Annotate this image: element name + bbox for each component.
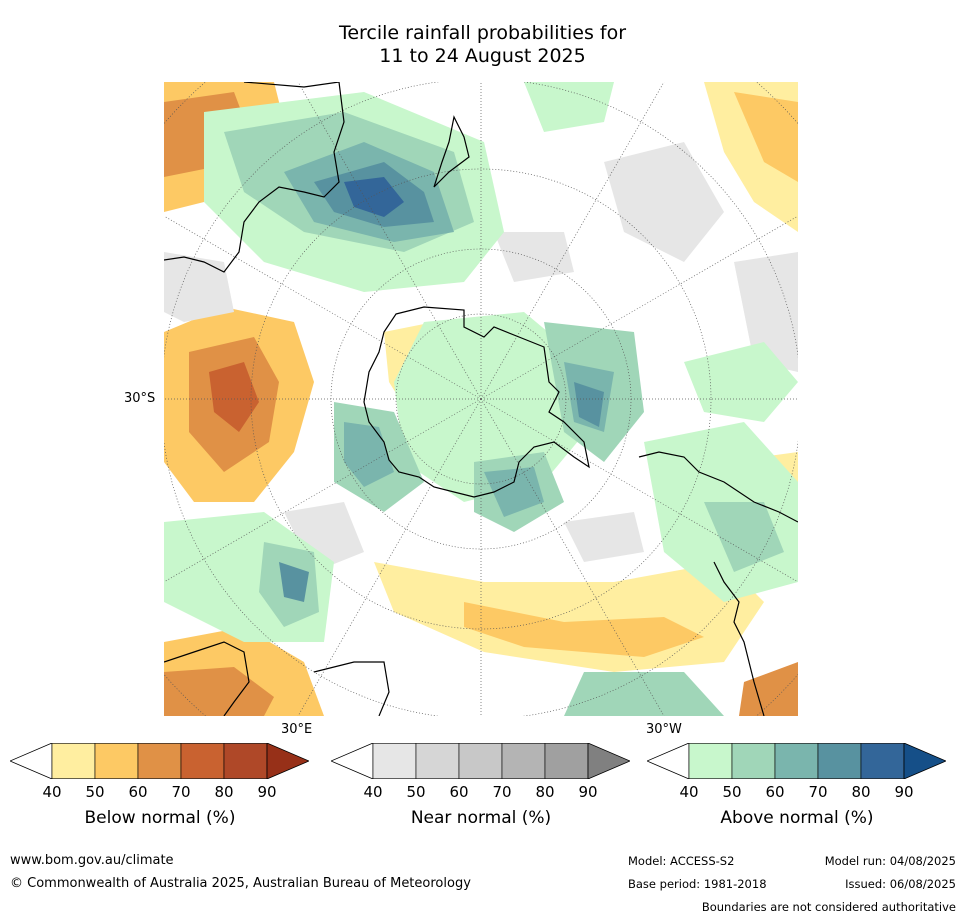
new-zealand-coast — [433, 115, 470, 188]
colorbar-tick-label: 40 — [679, 783, 699, 801]
colorbar-segment — [860, 743, 905, 779]
colorbar-segment — [817, 743, 862, 779]
colorbar-segment — [501, 743, 546, 779]
colorbar-near-normal — [331, 743, 630, 779]
footer-url: www.bom.gov.au/climate — [10, 853, 174, 868]
polar-map — [164, 82, 798, 716]
footer-issued: Issued: 06/08/2025 — [845, 877, 956, 891]
colorbar-segment — [731, 743, 776, 779]
footer-disclaimer: Boundaries are not considered authoritat… — [701, 900, 956, 914]
colorbar-tick-label: 80 — [214, 783, 234, 801]
africa-coast — [164, 641, 250, 716]
colorbar-max-extend — [587, 743, 630, 779]
colorbar-segment — [180, 743, 225, 779]
colorbar-max-extend — [903, 743, 946, 779]
colorbar-tick-label: 40 — [42, 783, 62, 801]
coastlines — [164, 82, 798, 716]
colorbar-tick-label: 60 — [128, 783, 148, 801]
map-title-line1: Tercile rainfall probabilities for — [338, 22, 627, 44]
colorbar-tick-label: 50 — [85, 783, 105, 801]
colorbar-segment — [223, 743, 268, 779]
colorbar-tick-label: 50 — [722, 783, 742, 801]
antarctica-coast — [363, 306, 590, 498]
colorbar-tick-label: 90 — [894, 783, 914, 801]
colorbar-below-normal — [10, 743, 309, 779]
colorbar-tick-label: 90 — [257, 783, 277, 801]
colorbar-min-extend — [10, 743, 53, 779]
colorbar-min-extend — [647, 743, 690, 779]
colorbar-below-title: Below normal (%) — [84, 808, 236, 828]
colorbar-segment — [774, 743, 819, 779]
colorbar-tick-label: 70 — [171, 783, 191, 801]
colorbar-tick-label: 70 — [808, 783, 828, 801]
colorbar-segment — [544, 743, 589, 779]
colorbar-segment — [94, 743, 139, 779]
lon-label-30w: 30°W — [646, 722, 682, 737]
colorbar-above-title: Above normal (%) — [720, 808, 874, 828]
footer-model: Model: ACCESS-S2 — [628, 854, 735, 868]
lon-label-30e: 30°E — [281, 722, 313, 737]
footer-base-period: Base period: 1981-2018 — [628, 877, 767, 891]
colorbar-tick-label: 60 — [449, 783, 469, 801]
colorbar-tick-label: 40 — [363, 783, 383, 801]
colorbar-tick-label: 60 — [765, 783, 785, 801]
colorbar-max-extend — [266, 743, 309, 779]
colorbar-near-title: Near normal (%) — [410, 808, 552, 828]
colorbar-tick-label: 50 — [406, 783, 426, 801]
colorbar-segment — [415, 743, 460, 779]
lat-label-30s: 30°S — [124, 391, 156, 406]
colorbar-segment — [458, 743, 503, 779]
map-title-line2: 11 to 24 August 2025 — [379, 45, 586, 67]
colorbar-min-extend — [331, 743, 374, 779]
colorbar-above-normal — [647, 743, 946, 779]
colorbar-tick-label: 80 — [851, 783, 871, 801]
footer-copyright: © Commonwealth of Australia 2025, Austra… — [10, 876, 471, 891]
colorbar-tick-label: 70 — [492, 783, 512, 801]
footer-model-run: Model run: 04/08/2025 — [824, 854, 956, 868]
colorbar-segment — [372, 743, 417, 779]
colorbar-segment — [51, 743, 96, 779]
colorbar-tick-label: 80 — [535, 783, 555, 801]
graticule — [164, 82, 798, 716]
colorbar-tick-label: 90 — [578, 783, 598, 801]
colorbar-segment — [688, 743, 733, 779]
australia-coast — [164, 82, 345, 273]
colorbar-segment — [137, 743, 182, 779]
above-normal-regions — [164, 82, 798, 716]
south-america-coast — [638, 451, 798, 523]
